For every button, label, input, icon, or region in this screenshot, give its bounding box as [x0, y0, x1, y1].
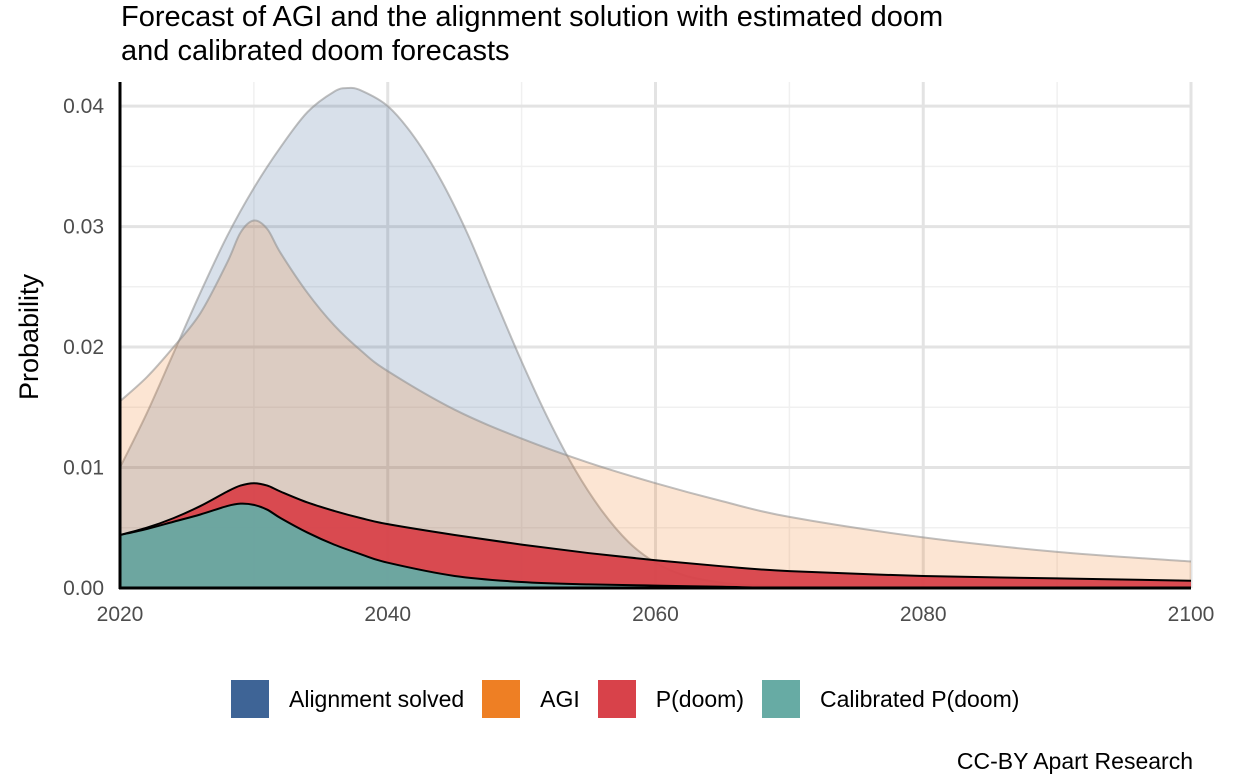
legend-key-alignment-solved: [231, 680, 269, 718]
line-p-doom: [119, 482, 1192, 582]
legend-label-calibrated-p-doom: Calibrated P(doom): [819, 685, 1020, 712]
legend-item-calibrated-p-doom: Calibrated P(doom): [761, 680, 1020, 718]
y-tick-label: 0.04: [63, 95, 104, 118]
legend-key-calibrated-p-doom: [761, 680, 800, 718]
area-calibrated-p-doom: [120, 503, 1191, 589]
axis-layer: [118, 82, 1191, 590]
area-agi: [120, 220, 1191, 588]
y-tick-label: 0.02: [63, 336, 104, 359]
legend-item-alignment-solved: Alignment solved: [231, 680, 464, 718]
legend-item-p-doom: P(doom): [597, 680, 744, 718]
x-tick-label: 2060: [632, 603, 679, 626]
y-tick-label: 0.01: [63, 457, 104, 480]
x-tick-label: 2100: [1168, 603, 1215, 626]
chart-title-line-2: and calibrated doom forecasts: [121, 35, 510, 67]
legend-key-p-doom: [597, 680, 636, 718]
y-axis-title: Probability: [14, 273, 44, 400]
line-agi: [119, 219, 1192, 563]
legend-item-agi: AGI: [482, 680, 580, 718]
legend-label-agi: AGI: [540, 685, 580, 712]
legend: Alignment solved AGI P(doom) Calibrated …: [231, 680, 1037, 718]
x-tick-label: 2080: [900, 603, 947, 626]
area-layer: [119, 86, 1192, 590]
chart-caption: CC-BY Apart Research: [956, 748, 1193, 774]
x-tick-label: 2020: [97, 603, 144, 626]
area-alignment-solved: [120, 87, 1191, 589]
y-tick-label: 0.03: [63, 216, 104, 239]
legend-label-alignment-solved: Alignment solved: [289, 685, 465, 712]
tick-label-layer: 2020 2040 2060 2080 2100 0.00 0.01 0.02 0.03 0.04: [63, 95, 1214, 626]
legend-key-agi: [482, 680, 521, 718]
x-tick-label: 2040: [364, 603, 411, 626]
chart-title-line-1: Forecast of AGI and the alignment soluti…: [121, 1, 944, 33]
chart-title: Forecast of AGI and the alignment soluti…: [121, 0, 943, 68]
legend-label-p-doom: P(doom): [655, 685, 744, 712]
y-tick-label: 0.00: [63, 577, 104, 600]
